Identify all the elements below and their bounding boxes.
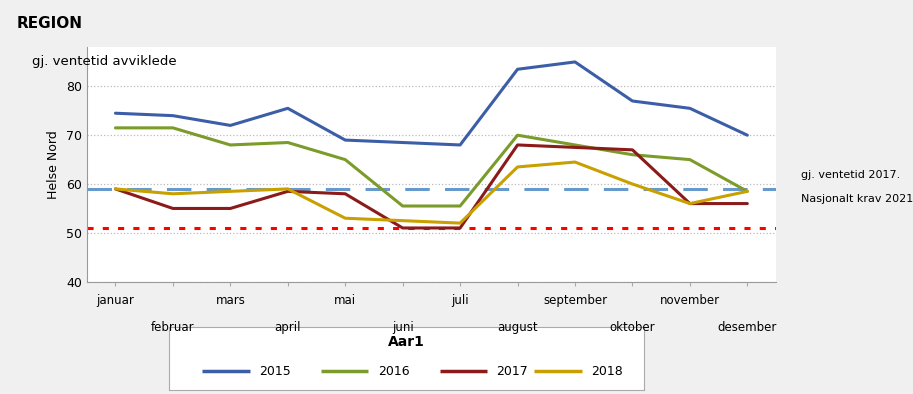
- Text: Aar1: Aar1: [388, 335, 425, 349]
- Text: Nasjonalt krav 2021: Nasjonalt krav 2021: [801, 194, 913, 204]
- Text: 2016: 2016: [378, 365, 409, 377]
- Text: gj. ventetid 2017.: gj. ventetid 2017.: [801, 170, 900, 180]
- Text: februar: februar: [151, 321, 194, 334]
- Text: REGION: REGION: [17, 17, 83, 32]
- Text: 2018: 2018: [592, 365, 624, 377]
- Text: august: august: [498, 321, 538, 334]
- Text: november: november: [660, 294, 720, 307]
- Text: mars: mars: [215, 294, 246, 307]
- Text: desember: desember: [718, 321, 777, 334]
- Text: september: september: [543, 294, 607, 307]
- Text: oktober: oktober: [610, 321, 656, 334]
- Text: gj. ventetid avviklede: gj. ventetid avviklede: [32, 55, 176, 68]
- Text: mai: mai: [334, 294, 356, 307]
- Text: januar: januar: [97, 294, 134, 307]
- Text: 2015: 2015: [259, 365, 291, 377]
- Text: juli: juli: [451, 294, 469, 307]
- Text: juni: juni: [392, 321, 414, 334]
- Text: 2017: 2017: [497, 365, 529, 377]
- Text: april: april: [275, 321, 301, 334]
- Y-axis label: Helse Nord: Helse Nord: [47, 130, 60, 199]
